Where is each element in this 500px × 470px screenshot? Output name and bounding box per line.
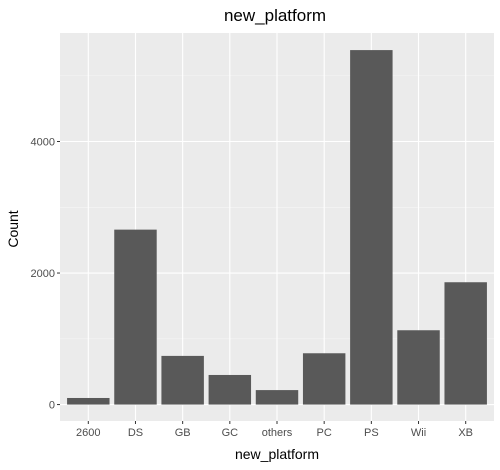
x-tick-label: DS <box>128 427 143 439</box>
bar-2600 <box>67 397 110 405</box>
x-tick-label: 2600 <box>76 427 100 439</box>
x-tick-label: GC <box>222 427 239 439</box>
x-tick-label: Wii <box>411 427 426 439</box>
bar-Wii <box>397 330 440 405</box>
bar-PC <box>302 353 346 405</box>
y-tick-label: 0 <box>49 400 55 412</box>
x-tick-label: GB <box>175 427 191 439</box>
x-tick-label: PC <box>317 427 332 439</box>
bar-PS <box>350 50 393 405</box>
bar-GB <box>161 355 204 405</box>
bar-GC <box>208 374 252 405</box>
bar-XB <box>444 282 487 405</box>
y-axis-title: Count <box>5 210 21 247</box>
x-tick-label: XB <box>458 427 473 439</box>
bars <box>67 50 487 405</box>
y-tick-label: 2000 <box>31 268 55 280</box>
bar-DS <box>114 229 157 405</box>
y-tick-label: 4000 <box>31 137 55 149</box>
y-axis-ticks: 0 2000 4000 <box>31 137 60 412</box>
x-axis-ticks: 2600 DS GB GC others PC PS Wii XB <box>76 421 473 439</box>
major-gridlines <box>60 33 494 421</box>
x-tick-label: others <box>262 427 293 439</box>
bar-others <box>255 390 299 405</box>
chart-title: new_platform <box>224 6 326 25</box>
x-tick-label: PS <box>364 427 379 439</box>
x-axis-title: new_platform <box>235 446 319 462</box>
